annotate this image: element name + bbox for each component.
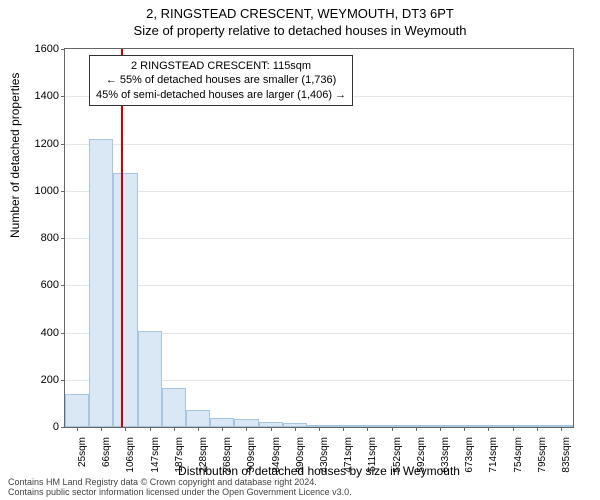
y-tick-mark	[61, 427, 65, 428]
y-tick-mark	[61, 285, 65, 286]
x-tick-mark	[222, 427, 223, 431]
y-axis-label: Number of detached properties	[8, 73, 22, 238]
x-tick-mark	[561, 427, 562, 431]
x-tick-mark	[416, 427, 417, 431]
info-line1: 2 RINGSTEAD CRESCENT: 115sqm	[96, 59, 346, 73]
x-tick-mark	[101, 427, 102, 431]
title-main: 2, RINGSTEAD CRESCENT, WEYMOUTH, DT3 6PT	[0, 0, 600, 21]
y-tick-mark	[61, 191, 65, 192]
histogram-bar	[234, 419, 258, 427]
x-tick-mark	[150, 427, 151, 431]
histogram-bar	[186, 410, 210, 427]
histogram-bar	[162, 388, 186, 427]
x-tick-label: 66sqm	[101, 433, 112, 467]
histogram-bar	[210, 418, 234, 427]
grid-line	[65, 285, 573, 286]
y-tick-mark	[61, 380, 65, 381]
x-tick-mark	[125, 427, 126, 431]
histogram-bar	[138, 331, 162, 427]
info-line3: 45% of semi-detached houses are larger (…	[96, 88, 346, 102]
x-tick-mark	[198, 427, 199, 431]
title-sub: Size of property relative to detached ho…	[0, 21, 600, 38]
x-tick-label: 25sqm	[77, 433, 88, 467]
info-box: 2 RINGSTEAD CRESCENT: 115sqm← 55% of det…	[89, 55, 353, 106]
x-tick-mark	[319, 427, 320, 431]
x-tick-mark	[295, 427, 296, 431]
chart-container: 2, RINGSTEAD CRESCENT, WEYMOUTH, DT3 6PT…	[0, 0, 600, 500]
plot-area: 0200400600800100012001400160025sqm66sqm1…	[64, 48, 574, 428]
x-tick-mark	[488, 427, 489, 431]
x-tick-mark	[271, 427, 272, 431]
histogram-bar	[65, 394, 89, 427]
y-tick-mark	[61, 144, 65, 145]
grid-line	[65, 238, 573, 239]
x-tick-mark	[392, 427, 393, 431]
footer-attribution: Contains HM Land Registry data © Crown c…	[8, 478, 352, 498]
x-tick-mark	[537, 427, 538, 431]
x-tick-mark	[77, 427, 78, 431]
y-tick-mark	[61, 96, 65, 97]
x-tick-mark	[246, 427, 247, 431]
x-axis-label: Distribution of detached houses by size …	[64, 464, 574, 478]
x-tick-mark	[343, 427, 344, 431]
grid-line	[65, 144, 573, 145]
x-tick-mark	[464, 427, 465, 431]
y-tick-mark	[61, 238, 65, 239]
x-tick-mark	[513, 427, 514, 431]
x-tick-mark	[174, 427, 175, 431]
footer-line2: Contains public sector information licen…	[8, 488, 352, 498]
info-line2: ← 55% of detached houses are smaller (1,…	[96, 73, 346, 87]
y-tick-mark	[61, 49, 65, 50]
x-tick-mark	[367, 427, 368, 431]
histogram-bar	[113, 173, 137, 427]
y-tick-mark	[61, 333, 65, 334]
x-tick-mark	[440, 427, 441, 431]
histogram-bar	[89, 139, 113, 427]
grid-line	[65, 191, 573, 192]
